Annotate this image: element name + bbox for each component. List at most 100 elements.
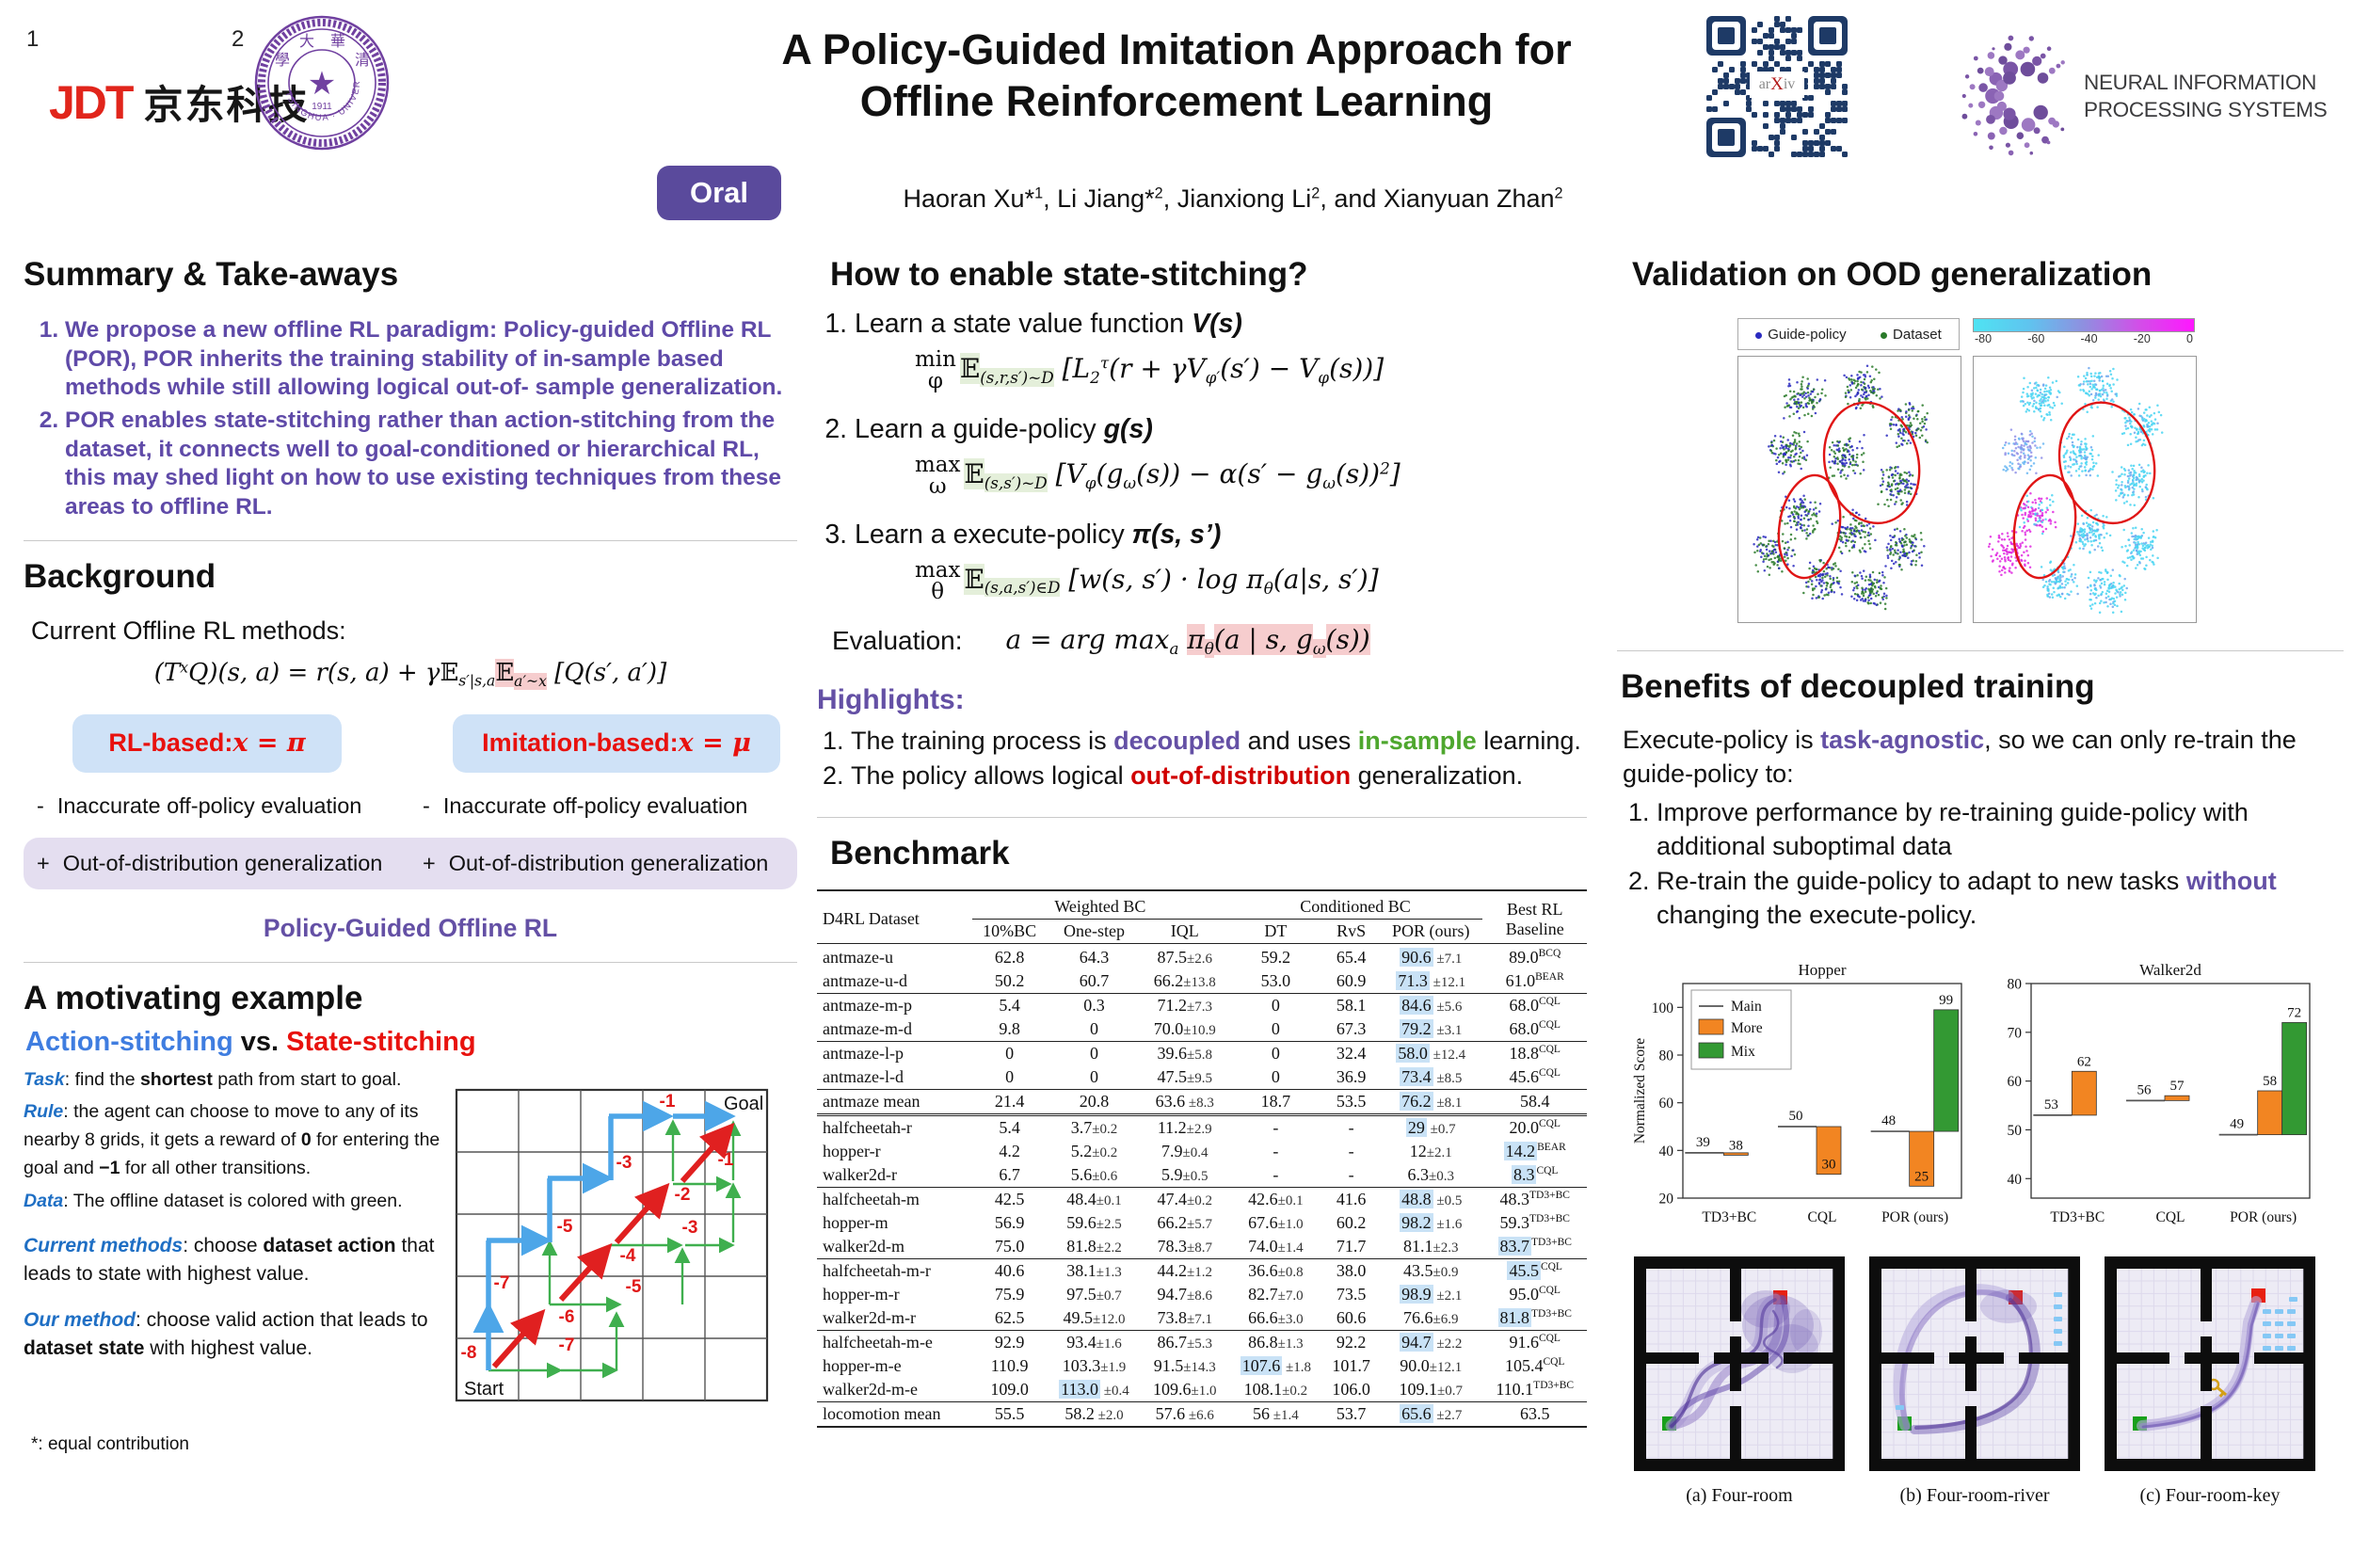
svg-text:-2: -2: [675, 1185, 691, 1205]
table-row: locomotion mean 55.5 58.2 ±2.0 57.6 ±6.6 56 …: [817, 1401, 1587, 1429]
four-room-key-panel: (c) Four-room-key: [2103, 1255, 2317, 1507]
benefits-heading: Benefits of decoupled training: [1621, 668, 2095, 705]
svg-text:Normalized Score: Normalized Score: [1632, 1037, 1648, 1143]
tsne-colorbar: -80 -60 -40 -20 0: [1973, 318, 2195, 350]
svg-text:CQL: CQL: [2156, 1209, 2185, 1225]
stitching-subtitle: Action-stitching vs. State-stitching: [25, 1026, 476, 1057]
neurips-crescent-icon: [1961, 35, 2065, 156]
highlights-list: The training process is decoupled and us…: [817, 724, 1587, 792]
svg-text:58: 58: [2263, 1074, 2277, 1089]
svg-text:40: 40: [1659, 1143, 1674, 1159]
table-row: walker2d-m 75.0 81.8±2.2 78.3±8.7 74.0±1.4 71…: [817, 1235, 1587, 1260]
svg-text:Hopper: Hopper: [1799, 961, 1847, 979]
step-execute-policy: Learn a execute-policy π(s, s’) max θ𝔼(s…: [855, 520, 1587, 604]
table-row: hopper-m 56.9 59.6±2.5 66.2±5.7 67.6±1.0 60.2…: [823, 1213, 1570, 1233]
plus-sign: +: [37, 850, 50, 875]
state-stitching-heading: How to enable state-stitching?: [830, 256, 1308, 293]
svg-text:Mix: Mix: [1731, 1044, 1755, 1060]
guide-policy-formula: max ω 𝔼(s,s′)~D [Vφ(gω(s)) − α(s′ − gω(s)…: [915, 452, 1401, 500]
svg-text:80: 80: [1659, 1048, 1674, 1064]
action-stitching-blue-path: [472, 1100, 736, 1370]
table-row: halfcheetah-m-r 40.6 38.1±1.3 44.2±1.2 36.6±…: [823, 1261, 1562, 1281]
con-label: Inaccurate off-policy evaluation: [56, 792, 362, 818]
dataset-dot-icon: [1881, 331, 1888, 339]
benefit-item: Improve performance by re-training guide…: [1657, 795, 2344, 864]
table-row: hopper-m-r 75.9 97.5±0.7 94.7±8.6 82.7±7.0 73…: [823, 1285, 1561, 1304]
jdt-logo-cjk: 京东科技: [143, 83, 310, 127]
jdt-logo: JDT 京东科技: [49, 73, 309, 131]
svg-text:學: 學: [275, 52, 290, 69]
value-labels: -8 -7 -7 -6 -5 -5 -4 -3 -3 -2 -1 -1: [461, 1092, 734, 1363]
table-row: halfcheetah-m 42.5 48.4±0.1 47.4±0.2 42.6±0.…: [823, 1190, 1570, 1209]
svg-text:-7: -7: [494, 1273, 510, 1293]
svg-text:-5: -5: [557, 1217, 573, 1237]
table-row: antmaze-m-p 5.4 0.3 71.2±7.3 0 58.1 84.6 ±5.6 6…: [823, 996, 1561, 1016]
svg-text:25: 25: [1914, 1169, 1929, 1184]
table-row: halfcheetah-r 5.4 3.7±0.2 11.2±2.9- -29 ±0.7…: [823, 1118, 1561, 1138]
divider: [24, 540, 797, 542]
svg-text:TD3+BC: TD3+BC: [2050, 1209, 2105, 1225]
svg-text:POR (ours): POR (ours): [2230, 1209, 2297, 1225]
summary-item: We propose a new offline RL paradigm: Po…: [65, 316, 797, 403]
middle-column: How to enable state-stitching? Learn a s…: [817, 256, 1587, 1429]
svg-text:More: More: [1731, 1020, 1763, 1036]
svg-text:99: 99: [1939, 992, 1953, 1007]
goal-label: Goal: [724, 1094, 763, 1114]
hopper-bar-chart: Hopper 20 40 60 80 100 Normalized Score TD3+BC 3…: [1632, 961, 1962, 1225]
svg-text:-1: -1: [718, 1150, 734, 1170]
retrain-bar-charts: Hopper 20 40 60 80 100 Normalized Score TD3+BC 3…: [1630, 955, 2344, 1234]
pro-label: Out-of-distribution generalization: [448, 850, 769, 875]
four-room-river-panel: (b) Four-room-river: [1867, 1255, 2082, 1507]
table-row: hopper-m-e 110.9 103.3±1.9 91.5±14.3 107.6 ±…: [823, 1356, 1565, 1376]
svg-text:-1: -1: [660, 1092, 676, 1112]
svg-text:-6: -6: [559, 1307, 575, 1327]
right-column: Validation on OOD generalization Guide-p…: [1617, 256, 2344, 1507]
svg-text:POR (ours): POR (ours): [1881, 1209, 1948, 1225]
task-line: Task: find the shortest path from start …: [24, 1068, 402, 1090]
plus-sign: +: [423, 850, 436, 875]
svg-text:60: 60: [1659, 1096, 1674, 1112]
method-boxes: RL-based: x = π Imitation-based: x = μ: [72, 713, 797, 773]
svg-text:57: 57: [2170, 1079, 2185, 1094]
table-row: hopper-r 4.2 5.2±0.2 7.9±0.4- -12±2.1 14.2 BEA…: [823, 1142, 1566, 1161]
minus-sign: -: [423, 792, 430, 818]
evaluation-label: Evaluation:: [832, 626, 963, 656]
state-stitching-red-path: [491, 1122, 735, 1368]
colorbar-gradient: [1973, 318, 2195, 332]
tsne-figure: Guide-policy Dataset -80 -60 -40 -20 0: [1737, 318, 2344, 628]
svg-text:40: 40: [2008, 1171, 2023, 1187]
cons-row: - Inaccurate off-policy evaluation - Ina…: [24, 793, 797, 819]
svg-text:30: 30: [1822, 1157, 1836, 1172]
maze-caption: (a) Four-room: [1686, 1484, 1793, 1506]
bellman-operator-formula: (TxQ)(s, a) = r(s, a) + γ𝔼s′|s,a𝔼a′~x [Q…: [153, 659, 667, 690]
tsinghua-university-seal-icon: 學 大 華 清 TSINGHUA · UNIVERSITY ★ 1911: [247, 4, 393, 159]
table-row: walker2d-m-e 109.0 113.0 ±0.4 109.6±1.0 108.…: [817, 1378, 1587, 1403]
svg-text:★: ★: [308, 66, 336, 102]
svg-text:70: 70: [2008, 1025, 2023, 1041]
background-heading: Background: [24, 558, 216, 596]
svg-text:-5: -5: [626, 1277, 642, 1297]
svg-text:72: 72: [2287, 1005, 2301, 1020]
four-room-river-maze: [1869, 1256, 2080, 1471]
pro-label: Out-of-distribution generalization: [62, 850, 383, 875]
affiliation-mark-1: 1: [26, 26, 40, 52]
tsne-panel-values: [1973, 356, 2197, 623]
svg-text:38: 38: [1729, 1138, 1743, 1153]
svg-text:華: 華: [330, 33, 345, 50]
svg-text:Main: Main: [1731, 999, 1762, 1015]
table-row: antmaze-u 62.8 64.3 87.5±2.6 59.2 65.4 90.6 ±7…: [817, 943, 1587, 970]
table-row: antmaze-m-d 9.8 0 70.0±10.9 0 67.3 79.2 ±3.1 68…: [817, 1017, 1587, 1043]
svg-text:1911: 1911: [312, 102, 332, 112]
left-column: Summary & Take-aways We propose a new of…: [24, 256, 797, 1455]
svg-text:48: 48: [1881, 1113, 1896, 1128]
svg-text:60: 60: [2008, 1074, 2023, 1090]
table-row: antmaze mean 21.4 20.8 63.6 ±8.3 18.7 53.5 76.…: [817, 1089, 1587, 1117]
svg-text:-3: -3: [682, 1218, 698, 1238]
svg-text:-8: -8: [461, 1343, 477, 1363]
rl-based-box: RL-based: x = π: [72, 713, 342, 773]
authors-line: Haoran Xu*1, Li Jiang*2, Jianxiong Li2, …: [903, 184, 1563, 213]
start-label: Start: [464, 1379, 504, 1400]
